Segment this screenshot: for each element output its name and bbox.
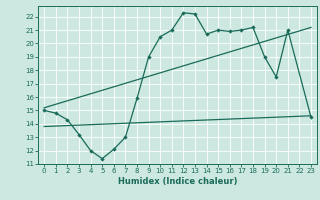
X-axis label: Humidex (Indice chaleur): Humidex (Indice chaleur): [118, 177, 237, 186]
